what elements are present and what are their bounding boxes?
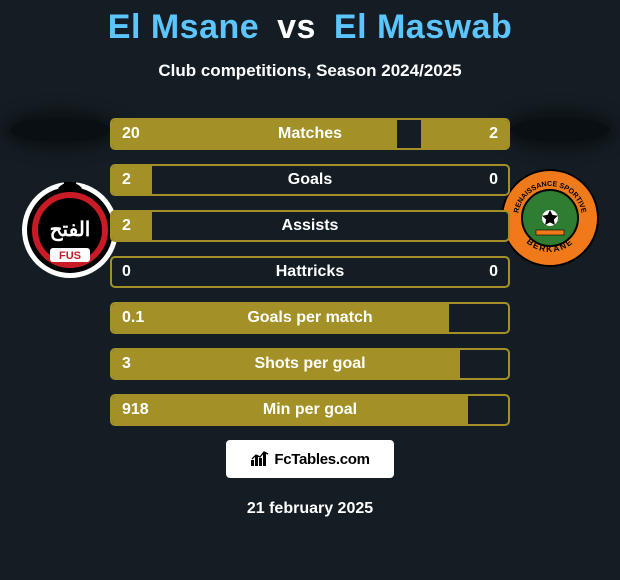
- stat-label: Matches: [112, 125, 508, 143]
- stat-row: 00Hattricks: [110, 256, 510, 288]
- stat-row: 918Min per goal: [110, 394, 510, 426]
- fctables-brand-text: FcTables.com: [274, 451, 369, 468]
- team-crest-left: الفتح FUS: [20, 178, 120, 278]
- stat-row: 2Assists: [110, 210, 510, 242]
- crest-shadow-right: [510, 118, 610, 142]
- subtitle: Club competitions, Season 2024/2025: [0, 61, 620, 81]
- rs-berkane-icon: RENAISSANCE SPORTIVE BERKANE: [500, 168, 600, 268]
- svg-text:الفتح: الفتح: [50, 219, 91, 242]
- stat-label: Min per goal: [112, 401, 508, 419]
- stat-label: Goals per match: [112, 309, 508, 327]
- comparison-title: El Msane vs El Maswab: [0, 0, 620, 47]
- snapshot-date: 21 february 2025: [0, 500, 620, 518]
- stat-row: 0.1Goals per match: [110, 302, 510, 334]
- stat-row: 3Shots per goal: [110, 348, 510, 380]
- vs-separator: vs: [277, 8, 316, 46]
- svg-text:FUS: FUS: [59, 250, 81, 262]
- stat-label: Assists: [112, 217, 508, 235]
- player-right-name: El Maswab: [334, 8, 512, 46]
- stat-row: 20Goals: [110, 164, 510, 196]
- stats-comparison-chart: 202Matches 20Goals 2Assists 00Hattricks 0.1G…: [110, 118, 510, 440]
- fctables-brand-badge: FcTables.com: [226, 440, 394, 478]
- fctables-icon: [250, 451, 270, 467]
- crest-shadow-left: [10, 118, 110, 142]
- team-crest-right: RENAISSANCE SPORTIVE BERKANE: [500, 168, 600, 268]
- stat-label: Shots per goal: [112, 355, 508, 373]
- stat-label: Goals: [112, 171, 508, 189]
- fus-rabat-icon: الفتح FUS: [20, 178, 120, 278]
- player-left-name: El Msane: [108, 8, 259, 46]
- stat-label: Hattricks: [112, 263, 508, 281]
- stat-row: 202Matches: [110, 118, 510, 150]
